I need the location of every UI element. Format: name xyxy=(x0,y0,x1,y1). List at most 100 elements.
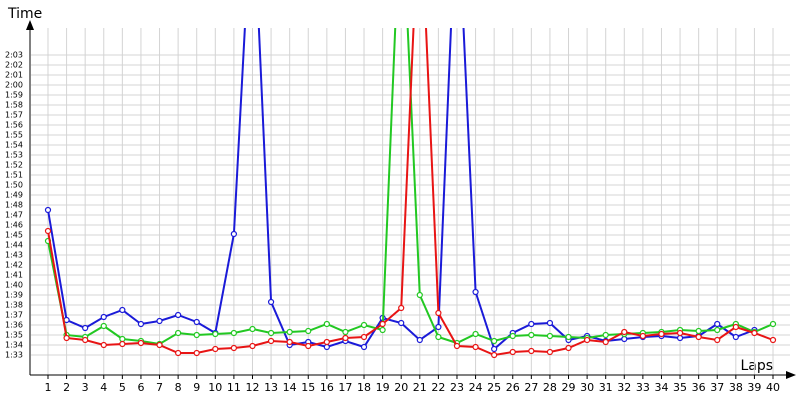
point xyxy=(119,306,126,314)
point xyxy=(732,323,739,331)
y-tick-label: 1:43 xyxy=(5,251,23,260)
point xyxy=(342,328,349,336)
x-tick-label: 33 xyxy=(636,381,650,394)
point xyxy=(267,329,275,337)
point xyxy=(119,340,126,348)
y-tick-label: 1:38 xyxy=(5,301,23,310)
point xyxy=(100,322,107,330)
point xyxy=(267,337,275,345)
point xyxy=(769,336,777,344)
point xyxy=(491,345,498,353)
point xyxy=(230,230,237,238)
y-tick-label: 1:51 xyxy=(5,171,23,180)
point xyxy=(305,327,312,335)
x-tick-label: 25 xyxy=(487,381,501,394)
y-tick-label: 1:37 xyxy=(5,311,23,320)
x-tick-label: 15 xyxy=(301,381,315,394)
x-tick-label: 13 xyxy=(264,381,278,394)
point xyxy=(639,332,646,340)
point xyxy=(435,309,442,317)
x-tick-label: 16 xyxy=(320,381,334,394)
y-tick-label: 1:56 xyxy=(5,121,23,130)
point xyxy=(175,329,182,337)
y-axis-title: Time xyxy=(7,6,42,22)
y-tick-label: 2:01 xyxy=(5,71,23,80)
point xyxy=(602,338,609,346)
point xyxy=(193,318,200,326)
point xyxy=(584,336,591,344)
x-tick-label: 28 xyxy=(543,381,557,394)
point xyxy=(602,331,609,339)
y-tick-label: 1:48 xyxy=(5,201,23,210)
point xyxy=(305,342,312,350)
x-tick-label: 39 xyxy=(747,381,761,394)
point xyxy=(453,342,461,350)
point xyxy=(175,349,182,357)
y-tick-label: 1:50 xyxy=(5,181,23,190)
point xyxy=(379,326,386,334)
point xyxy=(751,329,758,337)
point xyxy=(212,345,219,353)
y-tick-label: 1:33 xyxy=(5,351,23,360)
point xyxy=(546,348,554,356)
point xyxy=(546,319,554,327)
point xyxy=(137,320,145,328)
point xyxy=(267,298,275,306)
x-tick-label: 30 xyxy=(580,381,594,394)
x-tick-label: 20 xyxy=(394,381,408,394)
plot-area xyxy=(44,28,777,359)
x-tick-label: 17 xyxy=(338,381,352,394)
x-tick-label: 8 xyxy=(175,381,182,394)
point xyxy=(230,344,237,352)
x-tick-label: 29 xyxy=(562,381,576,394)
y-tick-label: 1:36 xyxy=(5,321,23,330)
point xyxy=(528,320,535,328)
y-tick-label: 1:46 xyxy=(5,221,23,230)
y-tick-label: 1:42 xyxy=(5,261,23,270)
x-tick-label: 37 xyxy=(710,381,724,394)
point xyxy=(398,304,405,312)
point xyxy=(676,334,684,342)
x-tick-label: 26 xyxy=(506,381,520,394)
y-tick-label: 1:58 xyxy=(5,101,23,110)
point xyxy=(621,335,628,343)
point xyxy=(342,334,349,342)
point xyxy=(249,342,256,350)
y-tick-label: 1:34 xyxy=(5,341,23,350)
x-tick-label: 5 xyxy=(119,381,126,394)
x-axis-arrow xyxy=(786,371,796,379)
x-axis-title: Laps xyxy=(740,358,773,374)
y-tick-label: 1:47 xyxy=(5,211,23,220)
point xyxy=(695,333,702,341)
point xyxy=(286,328,293,336)
point xyxy=(472,343,479,351)
point xyxy=(44,227,52,235)
x-tick-label: 31 xyxy=(599,381,613,394)
point xyxy=(175,311,182,319)
y-tick-label: 2:02 xyxy=(5,61,23,70)
point xyxy=(119,335,126,343)
x-tick-label: 11 xyxy=(227,381,241,394)
x-tick-label: 24 xyxy=(469,381,483,394)
y-tick-label: 1:53 xyxy=(5,151,23,160)
point xyxy=(230,329,237,337)
x-tick-label: 2 xyxy=(63,381,70,394)
point xyxy=(714,336,721,344)
point xyxy=(323,343,330,351)
y-tick-label: 1:59 xyxy=(5,91,23,100)
y-tick-label: 1:57 xyxy=(5,111,23,120)
y-axis-arrow xyxy=(26,20,34,30)
point xyxy=(435,333,442,341)
point xyxy=(100,313,107,321)
x-tick-label: 6 xyxy=(137,381,144,394)
point xyxy=(491,351,498,359)
point xyxy=(491,337,498,345)
point xyxy=(565,344,572,352)
y-tick-label: 1:44 xyxy=(5,241,23,250)
y-tick-label: 1:41 xyxy=(5,271,23,280)
x-tick-label: 21 xyxy=(413,381,427,394)
point xyxy=(100,341,107,349)
point xyxy=(435,323,442,331)
y-tick-label: 2:00 xyxy=(5,81,23,90)
point xyxy=(398,319,405,327)
